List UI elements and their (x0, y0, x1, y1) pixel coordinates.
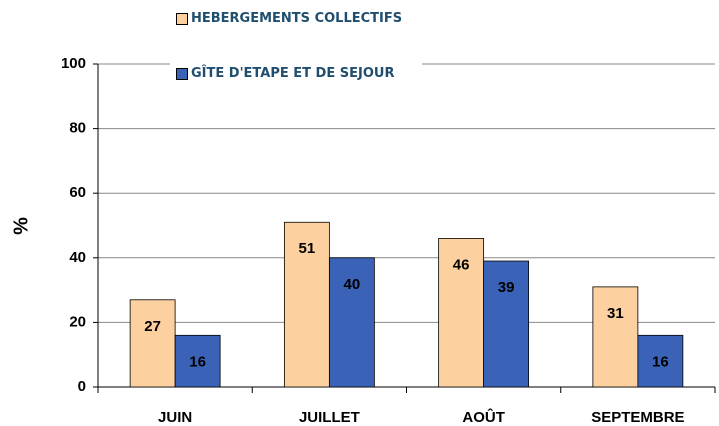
y-tick-label: 40 (69, 249, 86, 266)
y-axis-label: % (10, 217, 32, 235)
legend-item: HEBERGEMENTS COLLECTIFS (176, 10, 406, 27)
legend-item: GÎTE D'ETAPE ET DE SEJOUR (176, 65, 406, 82)
legend-swatch (176, 68, 188, 80)
data-label: 31 (607, 305, 624, 322)
bar (483, 260, 530, 388)
data-label: 40 (344, 276, 361, 293)
data-label: 39 (498, 279, 515, 296)
bar (637, 334, 684, 388)
legend-swatch (176, 13, 188, 25)
legend-label: HEBERGEMENTS COLLECTIFS (191, 11, 403, 26)
y-tick-label: 60 (69, 184, 86, 201)
bar (174, 334, 221, 388)
y-tick-label: 100 (61, 55, 86, 72)
bar (129, 299, 176, 388)
y-tick-label: 0 (78, 378, 86, 395)
x-tick-label: SEPTEMBRE (591, 409, 684, 426)
x-tick-label: AOÛT (462, 408, 505, 426)
y-tick-label: 20 (69, 313, 86, 330)
bar (283, 221, 330, 388)
y-tick-label: 80 (69, 120, 86, 137)
legend-background (170, 0, 422, 112)
data-label: 16 (652, 353, 669, 370)
data-label: 16 (189, 353, 206, 370)
legend-label: GÎTE D'ETAPE ET DE SEJOUR (191, 66, 395, 81)
data-label: 27 (144, 318, 161, 335)
bar (328, 257, 375, 388)
x-tick-label: JUIN (158, 409, 192, 426)
data-label: 46 (453, 256, 470, 273)
bar (592, 286, 639, 388)
bar (438, 238, 485, 388)
x-tick-label: JUILLET (299, 409, 360, 426)
data-label: 51 (299, 240, 316, 257)
